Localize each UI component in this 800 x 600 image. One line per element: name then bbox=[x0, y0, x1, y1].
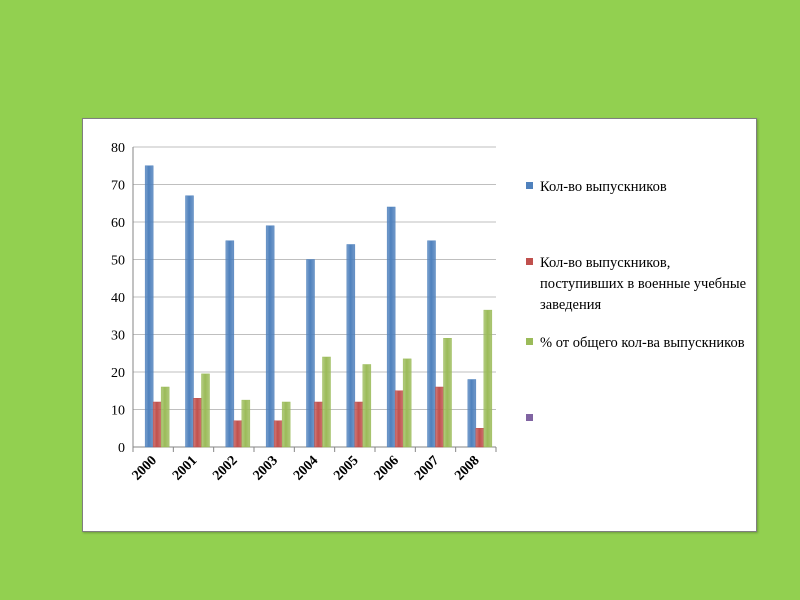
bar-2006-series-2 bbox=[402, 358, 412, 448]
x-tick-label-2002: 2002 bbox=[210, 453, 240, 483]
x-tick-label-2004: 2004 bbox=[291, 453, 321, 483]
y-tick-label-20: 20 bbox=[111, 366, 125, 381]
bar-2006-series-0 bbox=[386, 206, 396, 448]
bar-2008-series-0 bbox=[467, 379, 477, 448]
bar-2005-series-1 bbox=[354, 401, 364, 448]
y-tick-label-80: 80 bbox=[111, 141, 125, 156]
bar-2007-series-1 bbox=[435, 386, 444, 448]
bar-2003-series-2 bbox=[281, 401, 291, 448]
legend-label-percent: % от общего кол-ва выпускников bbox=[540, 335, 745, 351]
bar-2004-series-2 bbox=[322, 356, 331, 448]
y-tick-label-10: 10 bbox=[111, 404, 125, 419]
bar-2005-series-0 bbox=[346, 244, 356, 448]
y-tick-label-70: 70 bbox=[111, 179, 125, 194]
x-tick-label-2008: 2008 bbox=[452, 453, 482, 483]
legend-swatch-percent bbox=[526, 338, 533, 345]
legend-label-graduates: Кол-во выпускников bbox=[540, 179, 667, 195]
y-tick-label-30: 30 bbox=[111, 329, 125, 344]
legend-swatch-graduates bbox=[526, 182, 533, 189]
x-tick-label-2006: 2006 bbox=[372, 453, 402, 483]
bar-2000-series-0 bbox=[144, 165, 154, 448]
x-tick-label-2001: 2001 bbox=[170, 453, 200, 483]
bar-2001-series-2 bbox=[201, 373, 210, 448]
bar-2002-series-2 bbox=[241, 399, 251, 448]
bar-2004-series-1 bbox=[314, 401, 323, 448]
bar-2007-series-2 bbox=[443, 338, 452, 448]
bar-2007-series-0 bbox=[427, 240, 436, 448]
y-tick-label-60: 60 bbox=[111, 216, 125, 231]
x-tick-label-2007: 2007 bbox=[412, 453, 442, 483]
legend-swatch-military bbox=[526, 258, 533, 265]
bar-2008-series-1 bbox=[475, 428, 485, 448]
chart-panel bbox=[82, 118, 757, 532]
x-tick-label-2005: 2005 bbox=[331, 453, 361, 483]
chart-legend: Кол-во выпускников Кол-во выпускников, п… bbox=[520, 0, 760, 600]
bar-2003-series-1 bbox=[273, 420, 283, 448]
bar-2003-series-0 bbox=[265, 225, 275, 448]
y-tick-label-50: 50 bbox=[111, 254, 125, 269]
bar-2001-series-0 bbox=[185, 195, 194, 448]
x-tick-label-2003: 2003 bbox=[251, 453, 281, 483]
bar-2000-series-1 bbox=[152, 401, 162, 448]
y-tick-label-0: 0 bbox=[118, 441, 125, 456]
bar-2004-series-0 bbox=[306, 259, 315, 448]
bar-2001-series-1 bbox=[193, 398, 202, 448]
x-tick-label-2000: 2000 bbox=[130, 453, 160, 483]
bar-2002-series-1 bbox=[233, 420, 243, 448]
bar-2000-series-2 bbox=[160, 386, 170, 448]
bar-2006-series-1 bbox=[394, 390, 404, 448]
y-tick-label-40: 40 bbox=[111, 291, 125, 306]
legend-swatch-extra bbox=[526, 414, 533, 421]
legend-label-military: Кол-во выпускников, поступивших в военны… bbox=[540, 255, 747, 313]
bar-2002-series-0 bbox=[225, 240, 235, 448]
bar-2005-series-2 bbox=[362, 364, 372, 448]
bar-2008-series-2 bbox=[483, 309, 493, 448]
